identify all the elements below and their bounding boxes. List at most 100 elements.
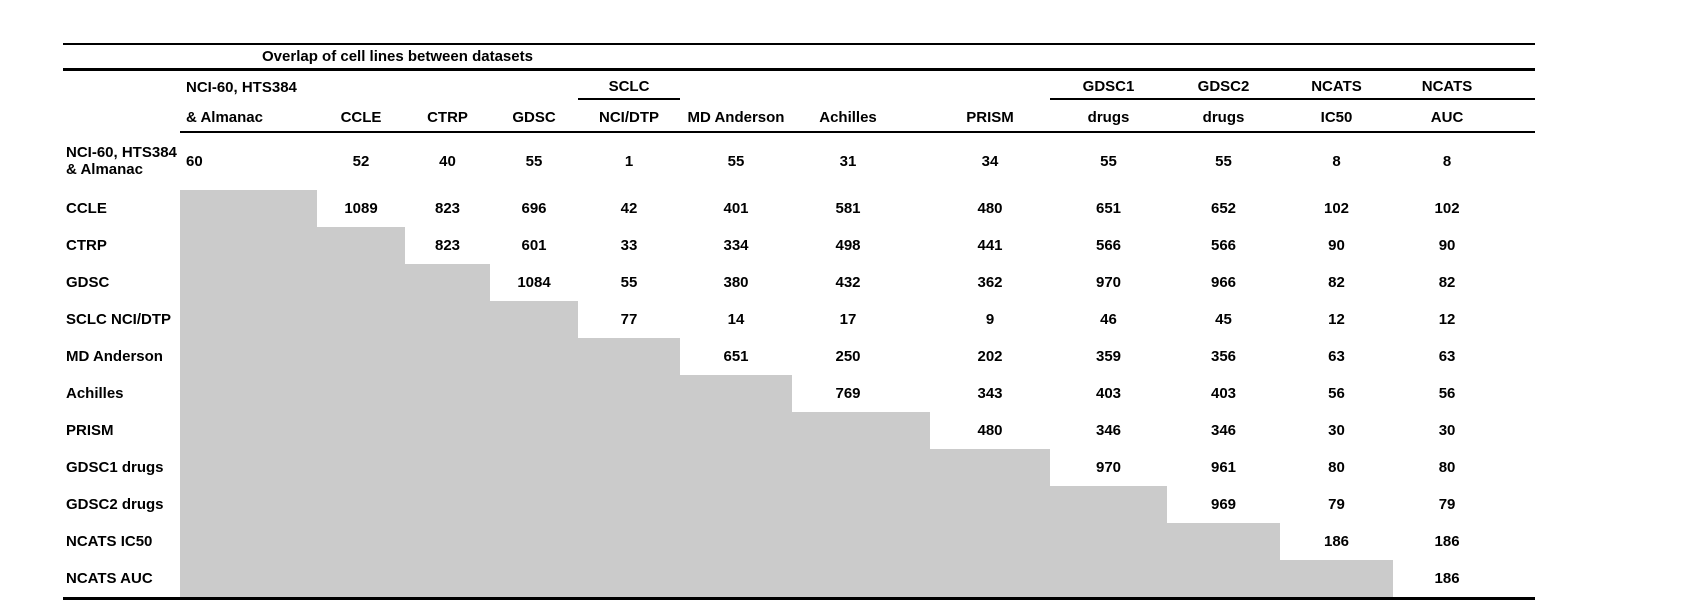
overlap-cell: 9 [985, 311, 995, 328]
overlap-cell: 1084 [517, 274, 551, 291]
overlap-cell-blank [317, 560, 405, 600]
overlap-cell-blank [180, 264, 317, 301]
overlap-cell-blank [578, 560, 680, 600]
overlap-cell-blank [405, 338, 490, 375]
overlap-cell: 12 [1438, 311, 1456, 328]
row-label: NCATS AUC [63, 560, 180, 600]
overlap-cell: 823 [434, 200, 461, 217]
overlap-cell: 63 [1438, 348, 1456, 365]
overlap-cell: 601 [521, 237, 547, 254]
overlap-cell: 42 [620, 200, 638, 217]
overlap-cell: 966 [1210, 274, 1237, 291]
overlap-cell-blank [578, 375, 680, 412]
overlap-cell: 359 [1095, 348, 1122, 365]
overlap-cell: 566 [1095, 237, 1122, 254]
table-row: Achilles 769 343 403 403 56 56 [63, 375, 1535, 412]
row-label: CCLE [63, 190, 180, 227]
overlap-cell: 30 [1328, 422, 1345, 439]
table-row: CTRP 823 601 33 334 498 441 566 566 90 90 [63, 227, 1535, 264]
overlap-cell-blank [1167, 560, 1280, 600]
overlap-cell: 651 [1095, 200, 1122, 217]
overlap-cell: 362 [977, 274, 1003, 291]
overlap-cell-blank [578, 338, 680, 375]
overlap-cell-blank [490, 523, 578, 560]
overlap-cell-blank [180, 301, 317, 338]
col-header-6: MD Anderson [680, 99, 792, 133]
row-label: GDSC [63, 264, 180, 301]
overlap-cell-blank [317, 523, 405, 560]
overlap-cell: 403 [1210, 385, 1237, 402]
overlap-cell: 14 [727, 311, 745, 328]
overlap-cell-blank [405, 412, 490, 449]
col-header-top-6 [680, 70, 792, 100]
overlap-cell: 90 [1438, 237, 1456, 254]
overlap-cell-blank [317, 449, 405, 486]
overlap-cell-blank [1050, 560, 1167, 600]
table-row: NCATS AUC 186 [63, 560, 1536, 600]
overlap-cell-blank [792, 523, 930, 560]
header-row-bottom: & Almanac CCLE CTRP GDSC NCI/DTP MD Anderson A… [63, 99, 1536, 133]
overlap-cell-blank [405, 449, 490, 486]
overlap-cell: 45 [1215, 311, 1232, 328]
overlap-cell-blank [680, 375, 792, 412]
overlap-cell: 31 [839, 153, 857, 170]
overlap-cell-blank [930, 560, 1050, 600]
overlap-cell: 80 [1438, 459, 1456, 476]
table-row: GDSC2 drugs 969 79 79 [63, 486, 1535, 523]
overlap-cell: 566 [1210, 237, 1237, 254]
overlap-cell: 17 [839, 311, 857, 328]
overlap-cell-blank [317, 412, 405, 449]
overlap-cell-blank [490, 375, 578, 412]
row-label-line: NCATS AUC [66, 570, 153, 587]
row-label-line: Achilles [66, 385, 124, 402]
overlap-cell: 40 [439, 153, 456, 170]
table-row: SCLC NCI/DTP 77 14 17 9 46 45 12 12 [63, 301, 1535, 338]
overlap-cell: 769 [835, 385, 861, 402]
overlap-cell: 356 [1210, 348, 1237, 365]
title-row: Overlap of cell lines between datasets [63, 43, 1536, 71]
overlap-cell-blank [405, 301, 490, 338]
header-row-top: NCI-60, HTS384 SCLC GDSC1 GDSC2 NCATS NCATS [63, 69, 1536, 100]
overlap-cell-blank [180, 227, 317, 264]
overlap-cell-blank [490, 486, 578, 523]
overlap-cell: 480 [977, 200, 1003, 217]
row-label: SCLC NCI/DTP [63, 301, 180, 338]
header-corner-cell [63, 99, 180, 132]
overlap-cell-blank [792, 486, 930, 523]
table-row: PRISM 480 346 346 30 30 [63, 412, 1535, 449]
row-label: GDSC1 drugs [63, 449, 180, 486]
overlap-cell-blank [680, 560, 792, 600]
col-header-11: IC50 [1280, 99, 1393, 133]
overlap-cell-blank [680, 449, 792, 486]
overlap-cell: 34 [981, 153, 999, 170]
overlap-cell-blank [680, 486, 792, 523]
overlap-cell-blank [792, 412, 930, 449]
overlap-cell: 90 [1328, 237, 1345, 254]
overlap-cell-blank [405, 560, 490, 600]
overlap-cell: 334 [723, 237, 749, 254]
row-label-line: NCATS IC50 [66, 533, 153, 550]
col-header-1: & Almanac [180, 99, 317, 133]
overlap-cell: 403 [1095, 385, 1122, 402]
overlap-cell-blank [930, 523, 1050, 560]
overlap-cell-blank [317, 301, 405, 338]
overlap-cell: 652 [1210, 200, 1237, 217]
overlap-cell: 441 [977, 237, 1003, 254]
title-row-corner [63, 43, 180, 71]
col-header-top-1: NCI-60, HTS384 [186, 79, 297, 96]
table-row: CCLE 1089 823 696 42 401 581 480 651 652 102 102 [63, 190, 1535, 227]
table-title: Overlap of cell lines between datasets [180, 43, 1536, 71]
col-header-top-2 [317, 70, 405, 100]
overlap-cell: 12 [1328, 311, 1345, 328]
row-label-line: MD Anderson [66, 348, 163, 365]
overlap-cell-blank [792, 449, 930, 486]
overlap-cell-blank [490, 560, 578, 600]
overlap-cell-blank [578, 523, 680, 560]
table-row: NCI-60, HTS384 & Almanac 60 52 40 55 1 55 31 34 55… [63, 132, 1535, 190]
overlap-cell: 82 [1328, 274, 1345, 291]
overlap-cell: 186 [1393, 560, 1536, 600]
overlap-cell: 55 [727, 153, 745, 170]
table-row: GDSC1 drugs 970 961 80 80 [63, 449, 1535, 486]
overlap-cell: 33 [620, 237, 638, 254]
overlap-cell: 186 [1434, 533, 1460, 550]
